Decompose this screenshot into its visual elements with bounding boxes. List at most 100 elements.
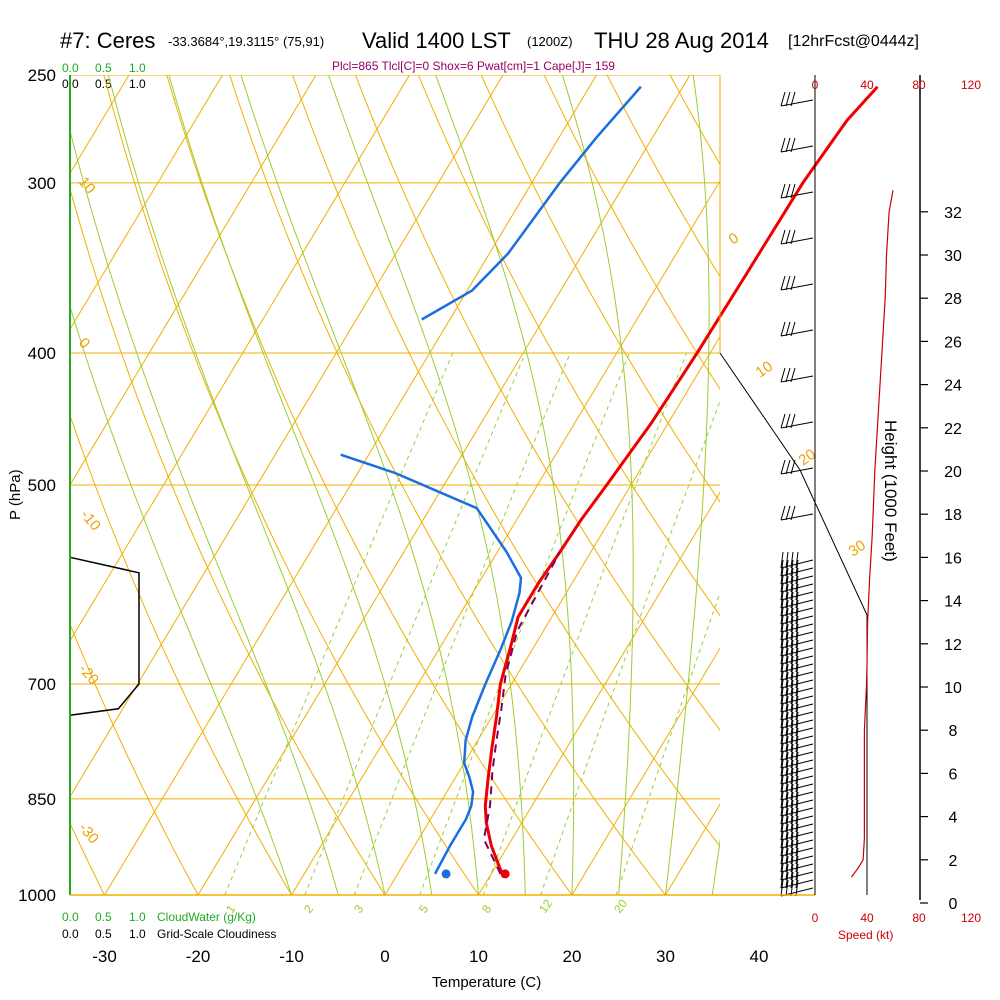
wind-barb-feather [780,229,786,245]
moist-adiabat [240,75,479,895]
wind-barb-feather [795,631,799,649]
wind-barb-feather [790,831,794,849]
dry-adiabat-label: 30 [846,537,869,560]
wind-barb-feather [785,607,789,625]
dry-adiabat [417,75,720,617]
wind-barb-feather [780,615,784,633]
speed-tick-bottom-0: 0 [812,911,819,925]
wind-barb-feather [790,663,794,681]
wind-barb-feather [780,671,784,689]
wind-barb-feather [785,871,789,889]
wind-barb-feather [795,567,799,585]
wind-barb-feather [780,735,784,753]
valid-time: Valid 1400 LST [362,28,511,53]
wind-barbs [780,91,814,897]
moist-adiabat [665,75,710,895]
wind-barb-feather [795,863,799,881]
temperature-tick-40: 40 [750,947,769,966]
wind-barb-feather [780,767,784,785]
series-cloudiness [69,556,140,717]
mixing-ratio-12 [540,399,720,895]
wind-barb-feather [780,783,784,801]
wind-barb-feather [790,91,796,107]
wind-barb-feather [795,575,799,593]
wind-barb-feather [795,831,799,849]
wind-barb-feather [795,775,799,793]
wind-barb-feather [785,615,789,633]
temperature-tick-20: 20 [563,947,582,966]
wind-barb-feather [795,679,799,697]
wind-barb-feather [780,727,784,745]
wind-barb-feather [780,91,786,107]
speed-tick-bottom-120: 120 [961,911,981,925]
wind-barb-feather [790,591,794,609]
station-coords: -33.3684°,19.3115° (75,91) [168,34,324,49]
isobar-lines [70,75,720,895]
wind-barb-feather [785,839,789,857]
wind-barb-feather [790,703,794,721]
wind-barb-feather [790,879,794,897]
wind-barb-feather [790,783,794,801]
wind-barb-feather [795,807,799,825]
bottom-scale-labels: 0.0 0.5 1.0 0.0 0.5 1.0 [62,910,146,941]
wind-barb-feather [785,413,791,429]
moist-adiabat [70,304,292,895]
isotherm--10 [291,179,720,895]
height-axis-label: Height (1000 Feet) [881,420,900,562]
temperature-tick-0: 0 [380,947,389,966]
wind-barb-feather [780,591,784,609]
wind-barb-feather [785,559,789,577]
wind-barb-feather [780,855,784,873]
wind-barb-feather [780,863,784,881]
top-cloudwater-0: 0.0 [62,61,79,75]
wind-barb-feather [780,791,784,809]
height-tick-12: 12 [944,637,962,654]
wind-barb-feather [785,655,789,673]
forecast-run: [12hrFcst@0444z] [788,33,919,50]
isotherm--70 [70,75,223,331]
wind-barb-feather [790,413,796,429]
wind-barb-feather [790,275,796,291]
wind-barb-feather [790,695,794,713]
wind-barb-feather [790,599,794,617]
isotherm--60 [70,75,317,486]
wind-barb-feather [795,799,799,817]
wind-barb-feather [780,607,784,625]
wind-barb-feather [785,623,789,641]
wind-barb-feather [795,823,799,841]
wind-barb-feather [790,815,794,833]
wind-barb-feather [780,847,784,865]
wind-barb-feather [795,879,799,897]
moist-adiabat [435,75,575,895]
wind-barb-feather [780,623,784,641]
bottom-cloudwater-0: 0.0 [62,910,79,924]
wind-barb-feather [780,183,786,199]
wind-barb-feather [790,847,794,865]
wind-barb-feather [795,551,799,569]
wind-barb-feather [785,459,791,475]
isotherm--30 [104,75,597,895]
dry-adiabat-label: 20 [796,446,819,469]
height-tick-2: 2 [949,853,958,870]
wind-barb-feather [795,871,799,889]
dry-adiabat [354,75,720,732]
pressure-axis-label: P (hPa) [7,469,24,520]
wind-barb-feather [780,655,784,673]
zulu-time: (1200Z) [527,34,573,49]
wind-barb-feather [790,855,794,873]
pressure-tick-500: 500 [28,476,56,495]
speed-axis-label: Speed (kt) [838,928,893,942]
wind-barb-feather [790,639,794,657]
wind-barb-feather [790,367,796,383]
wind-barb-feather [790,583,794,601]
wind-barb-feather [795,583,799,601]
wind-barb-feather [780,687,784,705]
wind-barb-feather [795,791,799,809]
wind-barb-feather [780,321,786,337]
wind-barb-feather [780,695,784,713]
wind-barb-feather [795,719,799,737]
wind-barb-feather [790,759,794,777]
wind-barb-feather [780,703,784,721]
wind-barb-feather [790,823,794,841]
